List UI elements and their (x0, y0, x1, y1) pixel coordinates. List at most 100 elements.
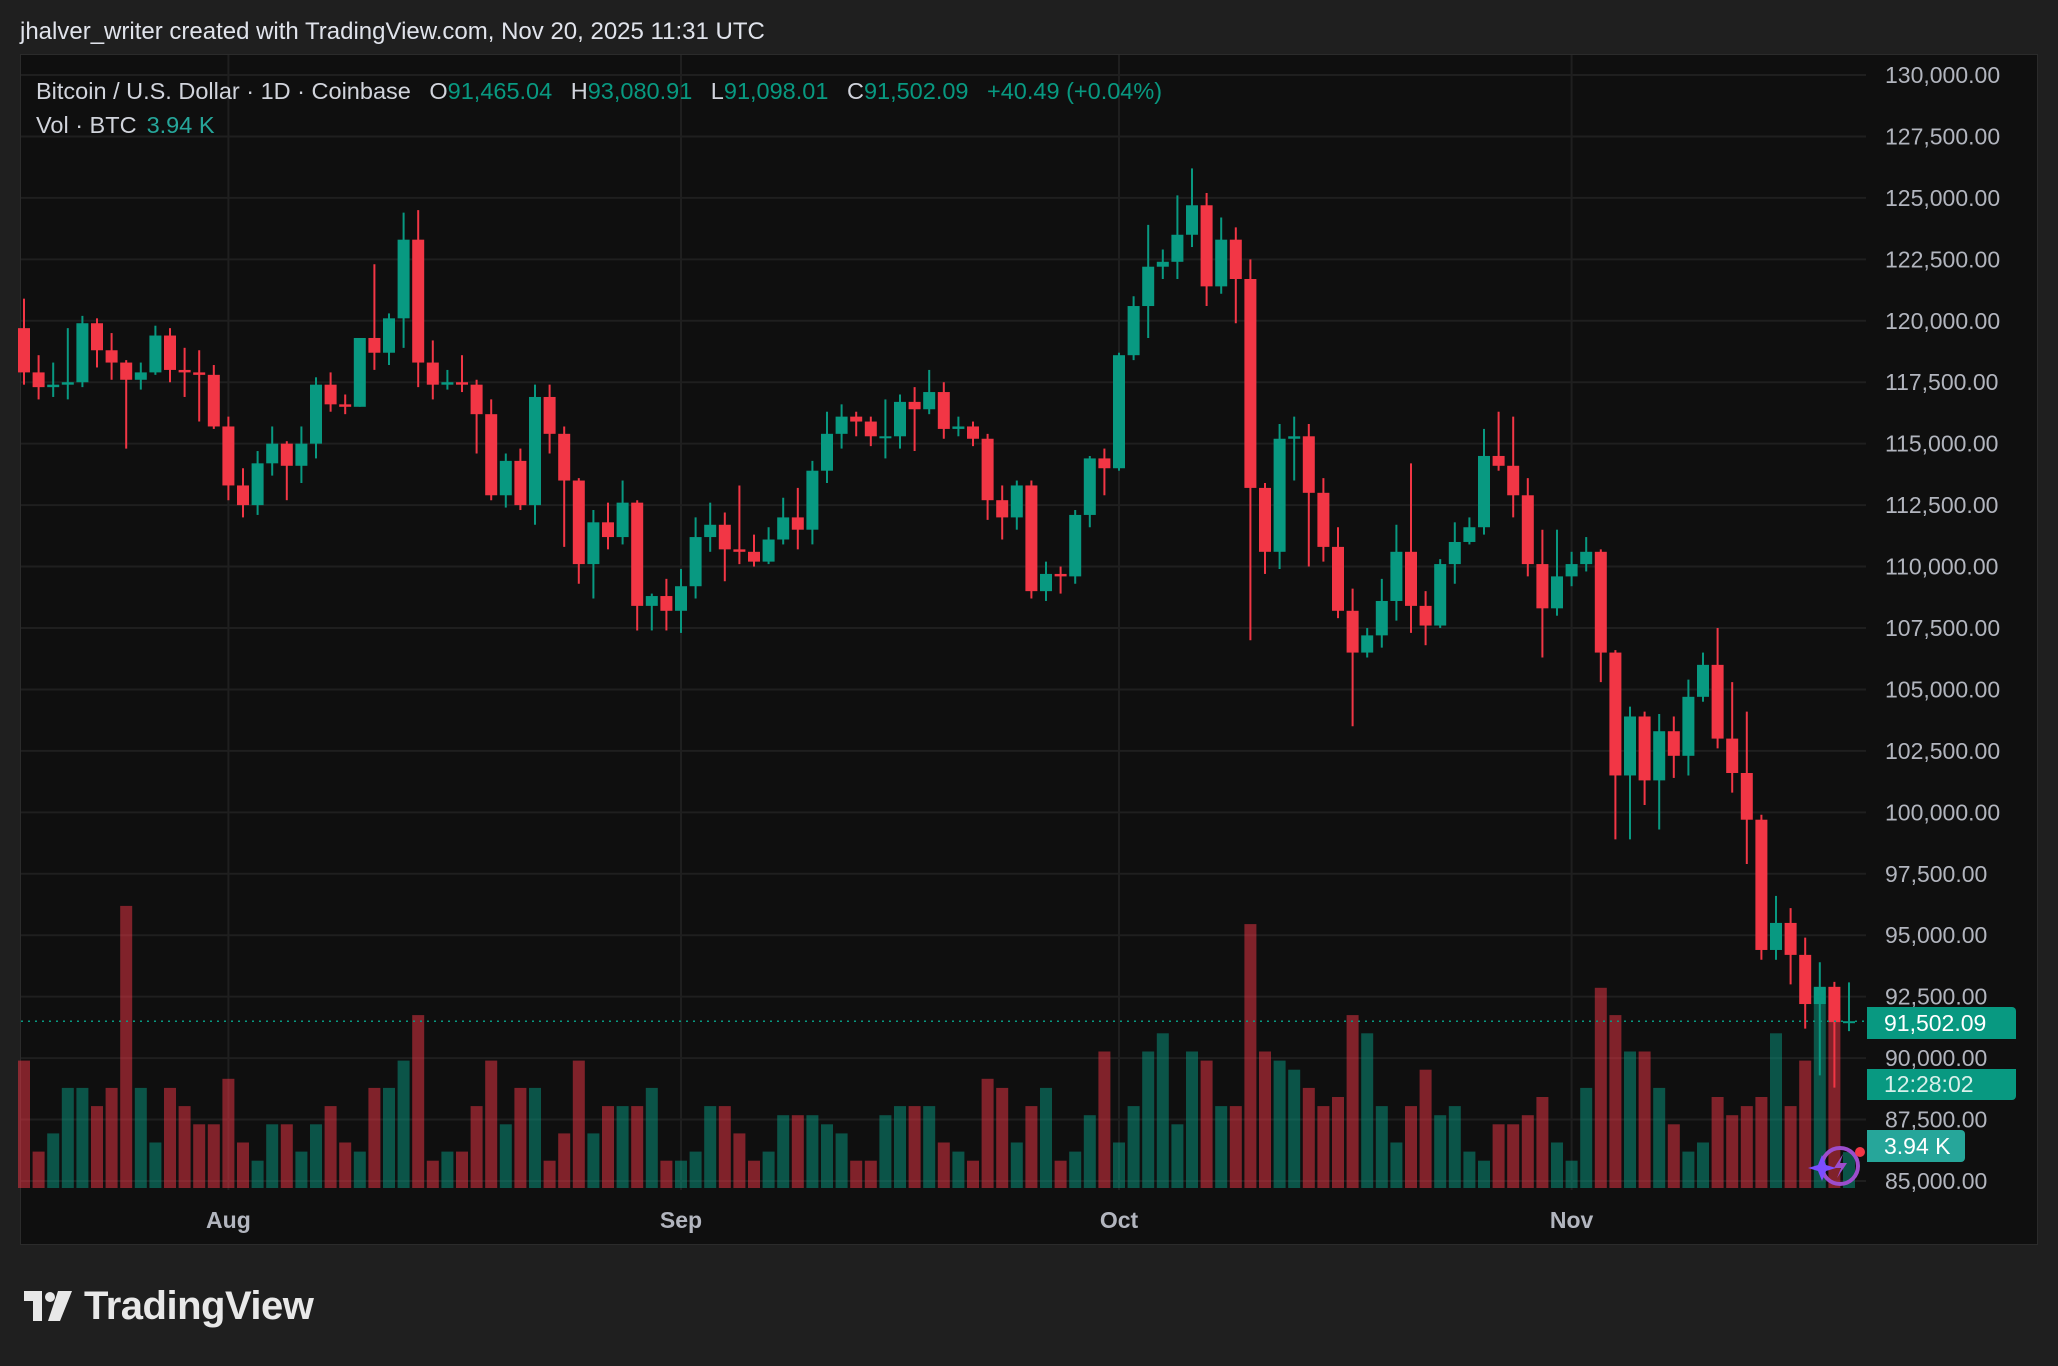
candle-body (485, 414, 498, 496)
candle-body (1156, 261, 1169, 267)
candle-body (120, 362, 133, 380)
volume-bar (1770, 1033, 1782, 1188)
candle-body (499, 460, 512, 496)
volume-bar (587, 1133, 600, 1188)
candle-body (704, 524, 717, 538)
candle-body (383, 318, 395, 353)
candle-body (1565, 564, 1578, 577)
volume-bar (1346, 1015, 1359, 1188)
volume-bar (134, 1087, 147, 1188)
volume-bar (675, 1160, 687, 1188)
candle-body (1609, 652, 1622, 776)
volume-bar (1040, 1087, 1052, 1188)
candle-body (1142, 266, 1155, 307)
volume-bar (1799, 1060, 1812, 1188)
candle-body (1375, 600, 1388, 636)
chart-frame[interactable] (20, 54, 2038, 1245)
volume-bar (981, 1078, 994, 1188)
candle-body (1492, 455, 1505, 466)
volume-bar (1229, 1106, 1242, 1188)
volume-bar (280, 1124, 293, 1188)
symbol-title[interactable]: Bitcoin / U.S. Dollar · 1D · Coinbase (36, 78, 411, 104)
candle-body (207, 374, 220, 427)
ohlc-row: Bitcoin / U.S. Dollar · 1D · Coinbase O9… (36, 74, 1162, 108)
candle-body (937, 392, 950, 429)
candle-body (821, 433, 833, 471)
volume-bar (1288, 1069, 1301, 1188)
volume-bar (1667, 1124, 1680, 1188)
high-value: 93,080.91 (587, 78, 693, 104)
price-tick-label: 115,000.00 (1885, 431, 1998, 457)
volume-bar (1054, 1160, 1067, 1188)
volume-bar (164, 1087, 176, 1188)
candle-body (324, 384, 337, 405)
volume-bar (178, 1106, 191, 1188)
volume-bar (426, 1160, 439, 1188)
volume-bar (485, 1060, 498, 1188)
candle-body (1813, 986, 1826, 1005)
price-tick-label: 112,500.00 (1885, 492, 1998, 518)
candle-body (777, 517, 790, 540)
candle-body (587, 522, 600, 565)
tradingview-logo[interactable]: TradingView (24, 1284, 314, 1328)
candle-body (397, 239, 410, 319)
volume-bar (397, 1060, 410, 1188)
volume-bar (1127, 1106, 1140, 1188)
candle-body (879, 436, 892, 439)
volume-bar (1828, 1015, 1841, 1188)
candle-body (1434, 564, 1447, 626)
volume-bar (1375, 1106, 1388, 1188)
volume-bar (733, 1133, 746, 1188)
volume-bar (1624, 1051, 1636, 1188)
last-price-tag: 91,502.09 (1867, 1007, 2016, 1039)
candle-body (1244, 278, 1257, 488)
volume-bar (1711, 1097, 1724, 1188)
candle-body (339, 404, 352, 407)
candle-body (47, 384, 60, 388)
candle-body (748, 551, 760, 562)
volume-bar (1361, 1033, 1374, 1188)
candle-body (193, 372, 206, 375)
candle-body (558, 433, 571, 481)
candle-body (631, 502, 644, 606)
candle-body (1288, 436, 1301, 439)
volume-bar (1317, 1106, 1330, 1188)
volume-bar (1010, 1142, 1023, 1188)
candle-body (1828, 986, 1841, 1023)
volume-bar (762, 1151, 775, 1188)
candle-body (1638, 716, 1651, 781)
candle-body (295, 443, 308, 466)
price-tick-label: 125,000.00 (1885, 185, 2000, 211)
candle-body (1405, 551, 1417, 606)
volume-bar (1507, 1124, 1520, 1188)
candle-body (1448, 541, 1461, 565)
volume-bar (1740, 1106, 1753, 1188)
open-value: 91,465.04 (447, 78, 553, 104)
volume-bar (543, 1160, 556, 1188)
candle-body (134, 372, 147, 380)
candle-body (1653, 731, 1666, 781)
high-label: H (570, 78, 588, 104)
candle-body (806, 470, 819, 530)
volume-bar (1580, 1087, 1593, 1188)
volume-bar (105, 1087, 118, 1188)
volume-bar (689, 1151, 702, 1188)
candle-body (981, 438, 994, 501)
volume-bar (456, 1151, 468, 1188)
assistant-icon (1808, 1146, 1865, 1186)
volume-bar (1098, 1051, 1111, 1188)
grid-lines (21, 55, 1866, 1190)
candle-body (1259, 487, 1271, 552)
volume-bar (1755, 1097, 1768, 1188)
candle-body (266, 443, 279, 464)
volume-bar (1069, 1151, 1082, 1188)
candle-body (1040, 573, 1052, 592)
volume-bar (967, 1160, 979, 1188)
volume-bar (1156, 1033, 1169, 1188)
candle-body (1390, 551, 1403, 601)
volume-bar (864, 1160, 877, 1188)
bar-countdown-tag: 12:28:02 (1867, 1069, 2016, 1100)
candle-body (1229, 239, 1242, 279)
candle-body (1478, 455, 1490, 528)
